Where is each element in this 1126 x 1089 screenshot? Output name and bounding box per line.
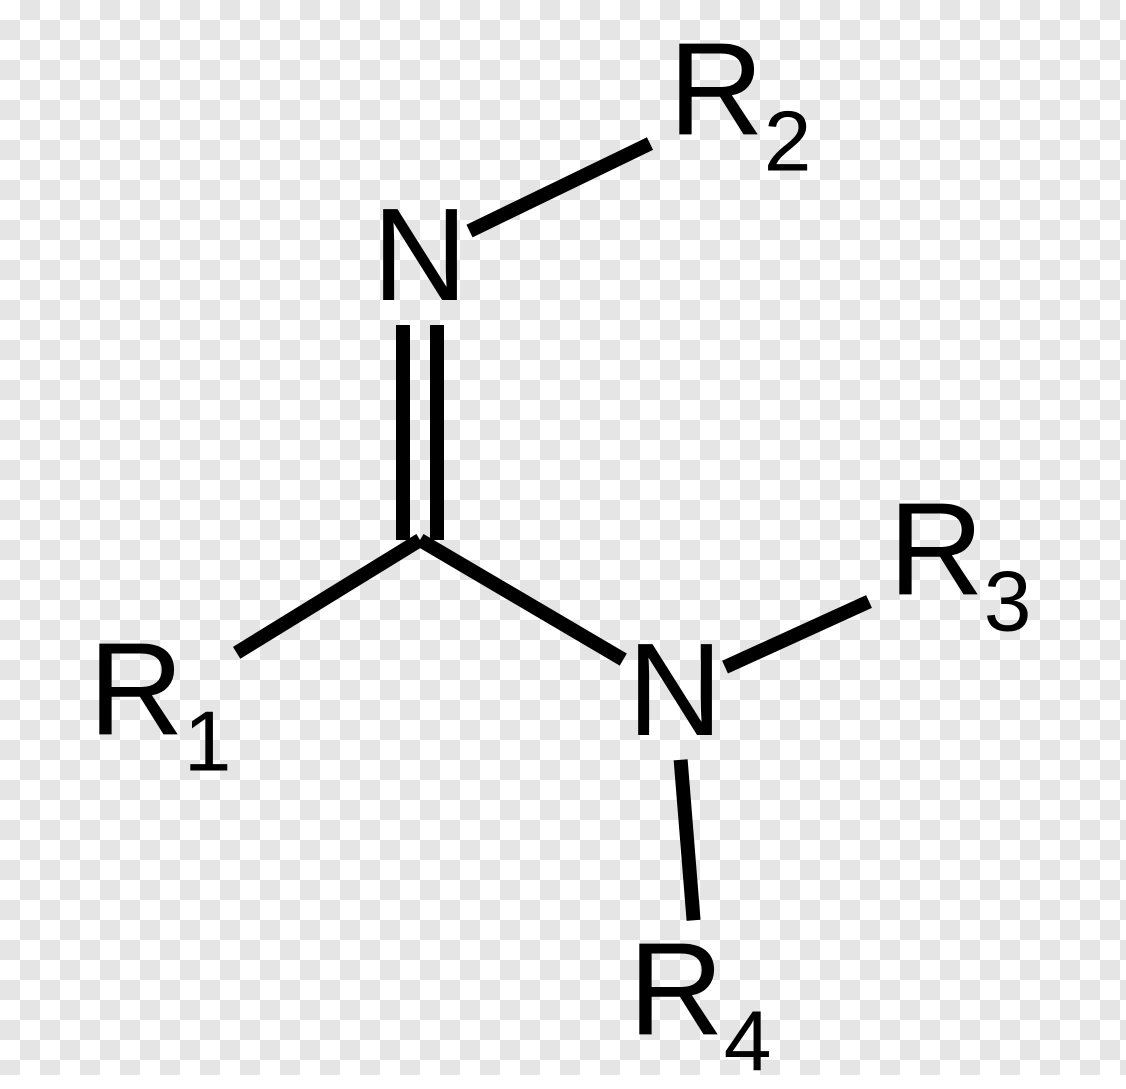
bond-line [725, 602, 869, 668]
bond-line [469, 144, 650, 231]
bond-line [420, 540, 623, 660]
bond-layer [0, 0, 1126, 1075]
chemical-structure-diagram: NNR1R2R3R4 [0, 0, 1126, 1075]
bond-line [237, 540, 420, 653]
bond-line [681, 760, 694, 920]
